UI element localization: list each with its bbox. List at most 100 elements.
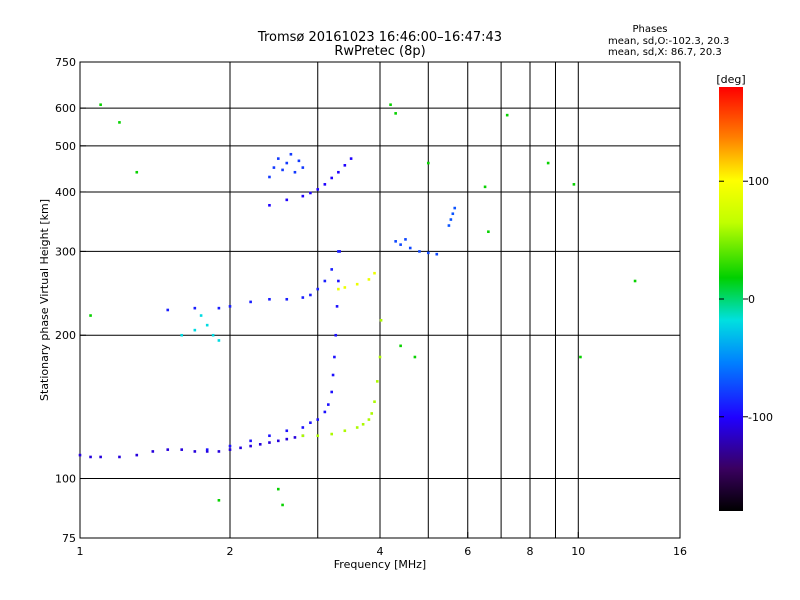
x-tick-label: 16 [673, 545, 687, 558]
data-point [399, 243, 402, 246]
data-point [276, 487, 280, 491]
data-point [258, 443, 262, 446]
phase-stat-o: mean, sd,O:-102.3, 20.3 [608, 36, 729, 47]
data-point [301, 434, 305, 438]
data-point [449, 218, 453, 221]
data-point [379, 318, 383, 322]
series-isolated-echoes [89, 103, 637, 507]
data-point [249, 439, 252, 443]
data-point [309, 421, 312, 425]
data-point [337, 250, 340, 253]
series-scatter-low [180, 314, 221, 342]
data-point [297, 159, 301, 163]
data-point [193, 306, 197, 310]
data-point [343, 164, 347, 167]
data-point [193, 450, 197, 453]
series-multi-reflection-cluster [268, 152, 305, 179]
y-tick-label: 75 [62, 532, 76, 545]
data-point [370, 412, 374, 415]
data-point [394, 240, 397, 243]
data-point [453, 206, 457, 210]
data-point [285, 198, 289, 202]
data-point [343, 286, 347, 289]
data-point [327, 403, 330, 406]
data-point [285, 161, 289, 165]
data-point [367, 418, 371, 421]
data-point [293, 436, 297, 439]
data-point [205, 323, 209, 327]
data-point [239, 446, 242, 450]
data-point [268, 434, 271, 438]
data-point [337, 279, 340, 283]
series-f1-o-mode-trace [205, 250, 341, 451]
data-point [118, 455, 121, 459]
series-e-low-f-trace [78, 434, 305, 459]
data-point [166, 308, 170, 312]
data-point [413, 355, 417, 359]
data-point [205, 448, 209, 451]
y-tick-label: 100 [55, 473, 76, 486]
series-second-hop [268, 157, 353, 207]
data-point [78, 453, 82, 457]
data-point [301, 194, 305, 198]
data-point [193, 328, 197, 332]
data-point [249, 300, 252, 304]
x-tick-label: 8 [527, 545, 534, 558]
data-point [349, 157, 353, 160]
x-tick-label: 10 [571, 545, 585, 558]
data-point [546, 161, 550, 165]
colorbar-ticks: 100 0 -100 [719, 175, 773, 424]
data-point [487, 230, 490, 234]
data-point [330, 176, 334, 180]
phase-stat-x: mean, sd,X: 86.7, 20.3 [608, 47, 722, 58]
data-point [89, 314, 92, 317]
data-point [89, 455, 92, 459]
data-point [337, 287, 340, 291]
chart-title: Tromsø 20161023 16:46:00–16:47:43 [257, 30, 502, 45]
data-points [78, 103, 637, 507]
data-point [180, 448, 184, 451]
colorbar-label: [deg] [716, 73, 745, 86]
data-point [404, 238, 407, 241]
data-point [228, 448, 232, 451]
data-point [367, 278, 371, 281]
x-tick-label: 6 [464, 545, 471, 558]
data-point [483, 185, 487, 189]
data-point [323, 410, 327, 414]
data-point [389, 103, 392, 107]
data-point [276, 157, 280, 160]
data-point [334, 333, 338, 337]
series-f2-trace [166, 250, 340, 312]
data-point [579, 355, 582, 359]
data-point [316, 188, 320, 191]
series-oblique-echo-4-5-mhz [394, 238, 439, 256]
series-f1-x-mode-trace [301, 318, 383, 438]
plot-area [79, 61, 681, 539]
data-point [285, 437, 289, 441]
axes: 1 2 4 6 8 10 16 75 100 200 300 400 500 600 750 [55, 56, 687, 558]
x-axis-label: Frequency [MHz] [334, 558, 426, 571]
data-point [373, 400, 376, 404]
data-point [426, 161, 430, 165]
y-tick-label: 300 [55, 245, 76, 258]
data-point [285, 429, 289, 433]
data-point [361, 422, 365, 426]
data-point [435, 252, 439, 256]
colorbar-tick-label: -100 [748, 411, 773, 424]
data-point [333, 355, 336, 359]
data-point [316, 287, 320, 291]
series-oblique-echo-5-6-mhz [447, 206, 457, 227]
data-point [633, 279, 637, 283]
phases-header: Phases [632, 24, 667, 35]
data-point [309, 191, 312, 195]
colorbar-tick-label: 0 [748, 293, 755, 306]
data-point [316, 418, 320, 421]
data-point [505, 113, 509, 117]
data-point [217, 339, 221, 342]
data-point [276, 439, 280, 443]
data-point [301, 296, 305, 299]
data-point [281, 168, 284, 172]
data-point [217, 450, 221, 453]
x-tick-label: 1 [77, 545, 84, 558]
